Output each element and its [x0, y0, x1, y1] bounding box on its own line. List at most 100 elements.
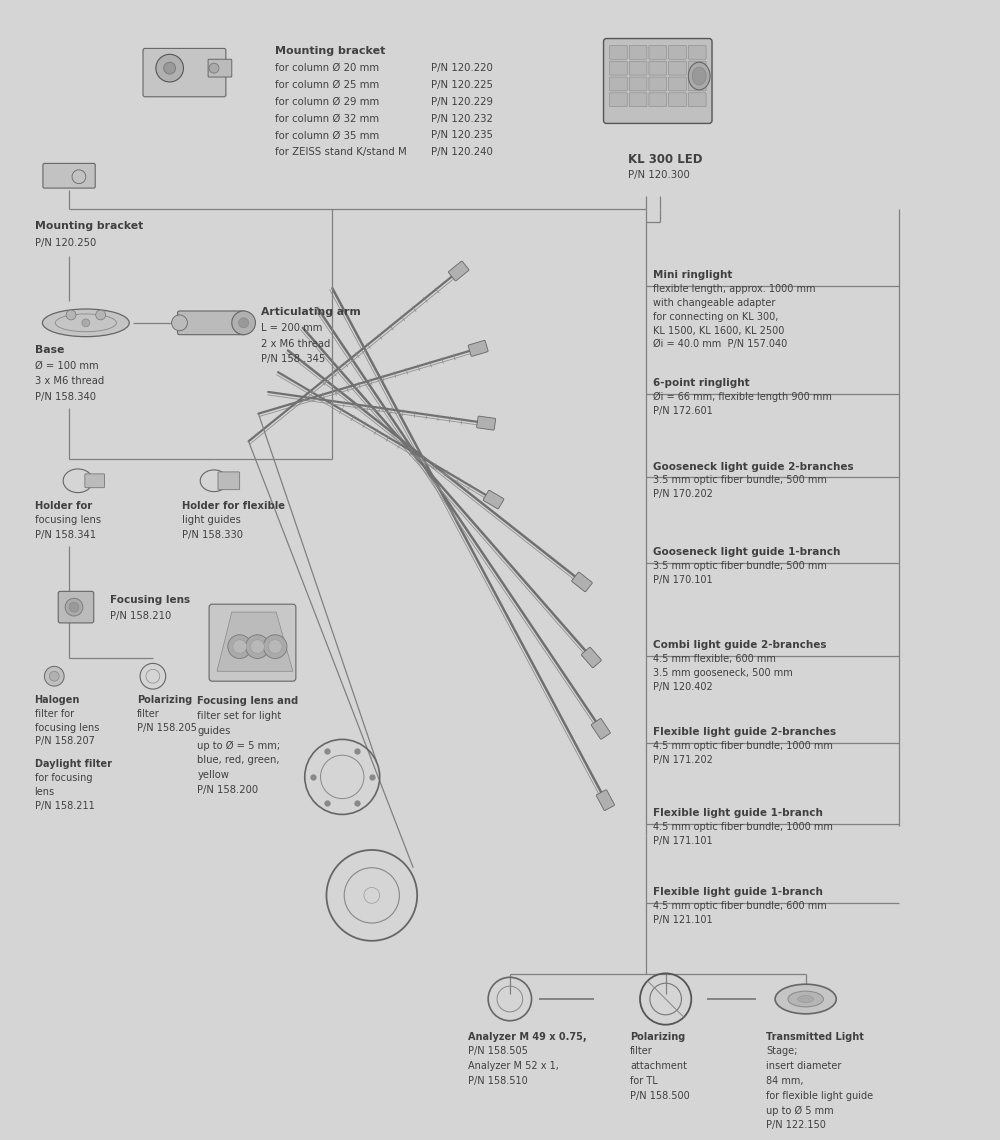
- FancyBboxPatch shape: [218, 472, 240, 490]
- Text: P/N 158.207: P/N 158.207: [35, 736, 94, 747]
- Text: P/N 120.229: P/N 120.229: [431, 97, 493, 107]
- Text: for ZEISS stand K/stand M: for ZEISS stand K/stand M: [275, 147, 407, 157]
- FancyBboxPatch shape: [609, 92, 627, 107]
- Text: focusing lens: focusing lens: [35, 515, 101, 526]
- Text: P/N 158.510: P/N 158.510: [468, 1076, 528, 1086]
- Text: P/N 158.341: P/N 158.341: [35, 530, 96, 540]
- Text: P/N 158.500: P/N 158.500: [630, 1091, 690, 1101]
- Text: attachment: attachment: [630, 1061, 687, 1072]
- Text: for column Ø 25 mm: for column Ø 25 mm: [275, 80, 379, 90]
- FancyBboxPatch shape: [649, 78, 667, 91]
- FancyBboxPatch shape: [688, 92, 706, 107]
- Text: P/N 120.232: P/N 120.232: [431, 114, 493, 123]
- Text: P/N 158.211: P/N 158.211: [35, 800, 94, 811]
- Text: for focusing: for focusing: [35, 773, 92, 783]
- Ellipse shape: [692, 67, 706, 84]
- Text: L = 200 mm: L = 200 mm: [261, 323, 323, 333]
- Text: P/N 120.225: P/N 120.225: [431, 80, 493, 90]
- Text: light guides: light guides: [182, 515, 241, 526]
- Text: Focusing lens and: Focusing lens and: [197, 697, 299, 706]
- Text: yellow: yellow: [197, 770, 229, 780]
- Text: Gooseneck light guide 2-branches: Gooseneck light guide 2-branches: [653, 462, 853, 472]
- Circle shape: [96, 310, 106, 320]
- Text: Øi = 40.0 mm  P/N 157.040: Øi = 40.0 mm P/N 157.040: [653, 340, 787, 349]
- Text: Flexible light guide 1-branch: Flexible light guide 1-branch: [653, 808, 823, 819]
- FancyBboxPatch shape: [448, 261, 469, 280]
- Text: KL 1500, KL 1600, KL 2500: KL 1500, KL 1600, KL 2500: [653, 326, 784, 335]
- Text: 4.5 mm optic fiber bundle, 1000 mm: 4.5 mm optic fiber bundle, 1000 mm: [653, 822, 833, 832]
- FancyBboxPatch shape: [178, 311, 246, 335]
- Text: for flexible light guide: for flexible light guide: [766, 1091, 873, 1101]
- FancyBboxPatch shape: [591, 718, 610, 739]
- FancyBboxPatch shape: [483, 490, 504, 508]
- Text: Transmitted Light: Transmitted Light: [766, 1032, 864, 1042]
- Ellipse shape: [688, 63, 710, 90]
- Circle shape: [164, 63, 176, 74]
- Text: Flexible light guide 1-branch: Flexible light guide 1-branch: [653, 887, 823, 897]
- FancyBboxPatch shape: [669, 62, 686, 75]
- Text: Øi = 66 mm, flexible length 900 mm: Øi = 66 mm, flexible length 900 mm: [653, 392, 832, 402]
- Text: P/N 122.150: P/N 122.150: [766, 1121, 826, 1131]
- FancyBboxPatch shape: [209, 604, 296, 682]
- Text: P/N 170.202: P/N 170.202: [653, 489, 713, 499]
- Text: P/N 120.235: P/N 120.235: [431, 130, 493, 140]
- Text: 4.5 mm flexible, 600 mm: 4.5 mm flexible, 600 mm: [653, 654, 776, 665]
- FancyBboxPatch shape: [609, 46, 627, 59]
- FancyBboxPatch shape: [143, 48, 226, 97]
- Circle shape: [228, 635, 252, 659]
- Text: P/N 158.340: P/N 158.340: [35, 392, 96, 402]
- Circle shape: [172, 315, 187, 331]
- Circle shape: [49, 671, 59, 682]
- Text: P/N 158.200: P/N 158.200: [197, 784, 258, 795]
- Text: Gooseneck light guide 1-branch: Gooseneck light guide 1-branch: [653, 547, 840, 557]
- Text: up to Ø = 5 mm;: up to Ø = 5 mm;: [197, 740, 280, 750]
- Text: P/N 158.330: P/N 158.330: [182, 530, 243, 540]
- Text: Halogen: Halogen: [35, 695, 80, 705]
- Text: filter for: filter for: [35, 709, 74, 719]
- Text: for column Ø 32 mm: for column Ø 32 mm: [275, 114, 379, 123]
- Circle shape: [209, 63, 219, 73]
- Text: P/N 158.205: P/N 158.205: [137, 723, 197, 733]
- Text: Mounting bracket: Mounting bracket: [35, 221, 143, 231]
- Text: Mounting bracket: Mounting bracket: [275, 47, 386, 57]
- FancyBboxPatch shape: [85, 474, 105, 488]
- Polygon shape: [217, 612, 293, 671]
- Text: Analyzer M 52 x 1,: Analyzer M 52 x 1,: [468, 1061, 559, 1072]
- Text: 84 mm,: 84 mm,: [766, 1076, 804, 1086]
- Circle shape: [268, 640, 282, 653]
- Text: Base: Base: [35, 344, 64, 355]
- Text: flexible length, approx. 1000 mm: flexible length, approx. 1000 mm: [653, 284, 815, 294]
- Text: P/N 120.240: P/N 120.240: [431, 147, 493, 157]
- FancyBboxPatch shape: [669, 78, 686, 91]
- Ellipse shape: [798, 995, 814, 1002]
- FancyBboxPatch shape: [669, 46, 686, 59]
- Text: Analyzer M 49 x 0.75,: Analyzer M 49 x 0.75,: [468, 1032, 587, 1042]
- Text: for connecting on KL 300,: for connecting on KL 300,: [653, 311, 778, 321]
- Text: for column Ø 20 mm: for column Ø 20 mm: [275, 63, 379, 73]
- FancyBboxPatch shape: [688, 78, 706, 91]
- Circle shape: [156, 55, 183, 82]
- Text: lens: lens: [35, 787, 55, 797]
- Text: P/N 172.601: P/N 172.601: [653, 406, 713, 416]
- Text: P/N 171.101: P/N 171.101: [653, 836, 712, 846]
- Text: 3.5 mm optic fiber bundle, 500 mm: 3.5 mm optic fiber bundle, 500 mm: [653, 475, 827, 486]
- Text: P/N 170.101: P/N 170.101: [653, 575, 712, 585]
- Text: 4.5 mm optic fiber bundle, 1000 mm: 4.5 mm optic fiber bundle, 1000 mm: [653, 741, 833, 751]
- FancyBboxPatch shape: [629, 62, 647, 75]
- Text: Polarizing: Polarizing: [137, 695, 192, 705]
- FancyBboxPatch shape: [208, 59, 232, 78]
- FancyBboxPatch shape: [649, 46, 667, 59]
- Circle shape: [251, 640, 264, 653]
- Text: Polarizing: Polarizing: [630, 1032, 685, 1042]
- FancyBboxPatch shape: [581, 648, 601, 668]
- Text: Articulating arm: Articulating arm: [261, 307, 361, 317]
- Text: P/N 120.402: P/N 120.402: [653, 682, 713, 692]
- FancyBboxPatch shape: [609, 62, 627, 75]
- Circle shape: [82, 319, 90, 327]
- Text: Daylight filter: Daylight filter: [35, 759, 112, 770]
- Circle shape: [246, 635, 269, 659]
- Text: focusing lens: focusing lens: [35, 723, 99, 733]
- Ellipse shape: [55, 314, 116, 332]
- Text: 4.5 mm optic fiber bundle, 600 mm: 4.5 mm optic fiber bundle, 600 mm: [653, 901, 827, 911]
- FancyBboxPatch shape: [43, 163, 95, 188]
